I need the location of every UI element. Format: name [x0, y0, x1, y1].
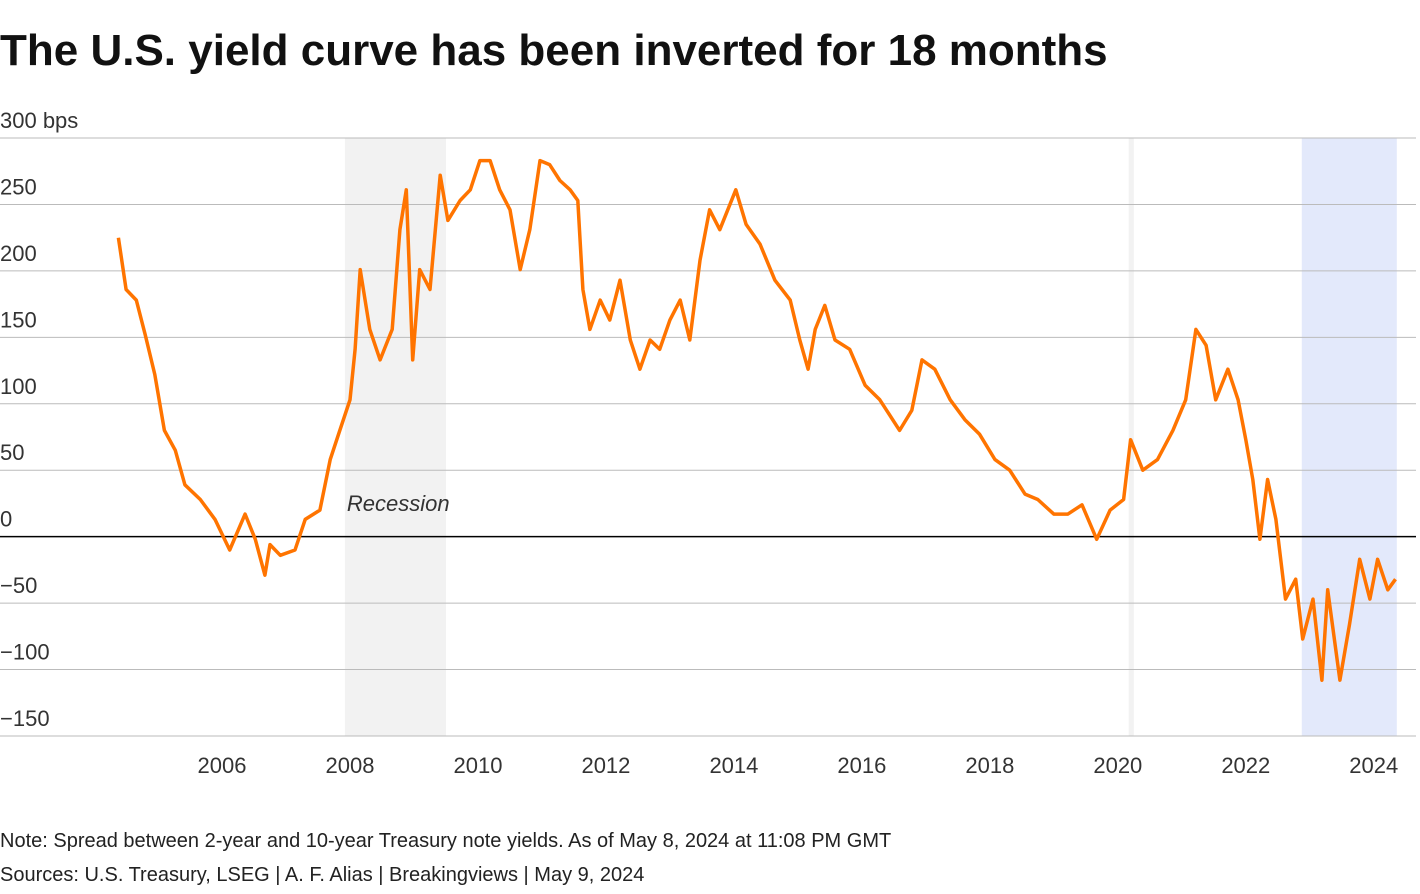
x-tick-label: 2018	[965, 753, 1014, 778]
x-tick-label: 2016	[837, 753, 886, 778]
shaded-region	[1301, 138, 1397, 736]
y-tick-label: 50	[0, 440, 24, 465]
y-tick-label: 0	[0, 507, 12, 532]
x-tick-label: 2010	[453, 753, 502, 778]
y-tick-label: 250	[0, 174, 37, 199]
y-tick-label: 100	[0, 374, 37, 399]
shaded-region	[1128, 138, 1134, 736]
source: Sources: U.S. Treasury, LSEG | A. F. Ali…	[0, 864, 644, 886]
x-tick-label: 2006	[198, 753, 247, 778]
y-tick-label: −150	[0, 706, 50, 731]
shaded-region	[344, 138, 446, 736]
y-tick-label: −50	[0, 573, 37, 598]
note: Note: Spread between 2-year and 10-year …	[0, 830, 891, 852]
chart-title: The U.S. yield curve has been inverted f…	[0, 26, 1108, 75]
plot-area: Recession −150 −100 −50 0 50 100 150 200 250 300 b…	[0, 108, 1416, 778]
y-tick-label: 300 bps	[0, 108, 78, 133]
y-tick-label: 200	[0, 241, 37, 266]
x-tick-label: 2024	[1349, 753, 1398, 778]
x-tick-label: 2008	[326, 753, 375, 778]
x-tick-label: 2014	[709, 753, 758, 778]
y-tick-label: −100	[0, 640, 50, 665]
region-label: Recession	[347, 491, 450, 516]
x-tick-label: 2022	[1221, 753, 1270, 778]
x-tick-label: 2020	[1093, 753, 1142, 778]
data-line	[116, 158, 1397, 682]
y-tick-label: 150	[0, 307, 37, 332]
x-tick-label: 2012	[581, 753, 630, 778]
